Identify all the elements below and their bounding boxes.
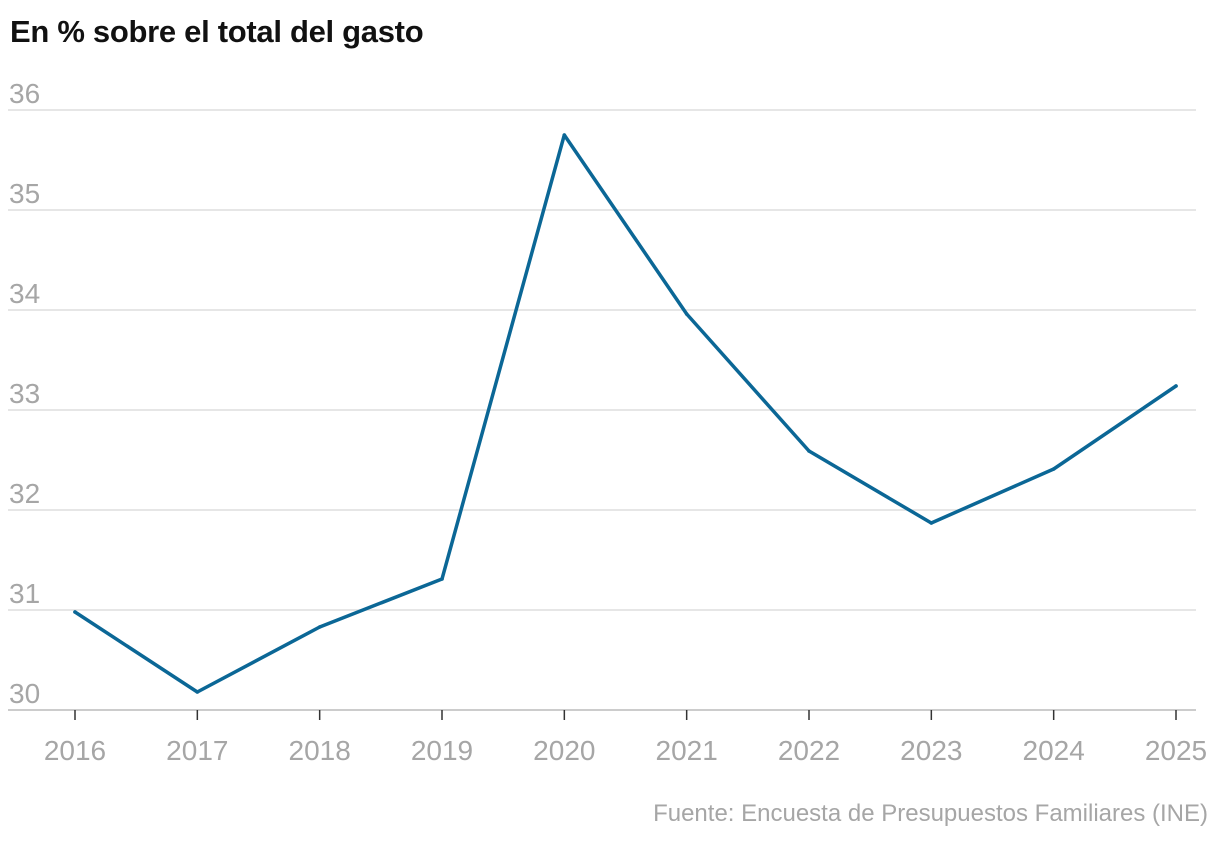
x-tick-label: 2024: [1023, 735, 1085, 766]
x-tick-label: 2016: [44, 735, 106, 766]
y-tick-label: 36: [9, 78, 40, 109]
gridlines: [8, 109, 1196, 611]
y-axis-tick-labels: 30 31 32 33 34 35 36: [9, 78, 40, 709]
x-tick-label: 2022: [778, 735, 840, 766]
x-tick-label: 2021: [656, 735, 718, 766]
data-point: [562, 133, 567, 137]
y-tick-label: 35: [9, 178, 40, 209]
y-tick-label: 32: [9, 478, 40, 509]
data-point: [684, 312, 689, 316]
x-tick-label: 2025: [1145, 735, 1207, 766]
data-point: [929, 521, 934, 525]
series-line: [73, 133, 1178, 694]
x-tick-label: 2023: [900, 735, 962, 766]
data-point: [317, 625, 322, 629]
x-axis: 2016 2017 2018 2019 2020 2021 2022 2023 2024 2025: [8, 709, 1207, 766]
data-point: [1174, 384, 1178, 388]
data-point: [440, 577, 444, 581]
data-point: [807, 449, 811, 453]
y-tick-label: 33: [9, 378, 40, 409]
data-point: [1051, 467, 1056, 471]
data-point: [73, 610, 77, 614]
y-tick-label: 30: [9, 678, 40, 709]
x-tick-label: 2018: [289, 735, 351, 766]
source-note: Fuente: Encuesta de Presupuestos Familia…: [653, 800, 1208, 827]
y-tick-label: 31: [9, 578, 40, 609]
x-tick-label: 2017: [166, 735, 228, 766]
x-tick-label: 2019: [411, 735, 473, 766]
chart-title: En % sobre el total del gasto: [10, 14, 424, 49]
y-tick-label: 34: [9, 278, 40, 309]
data-point: [195, 690, 200, 694]
x-tick-label: 2020: [533, 735, 595, 766]
series-layer: [73, 133, 1178, 694]
